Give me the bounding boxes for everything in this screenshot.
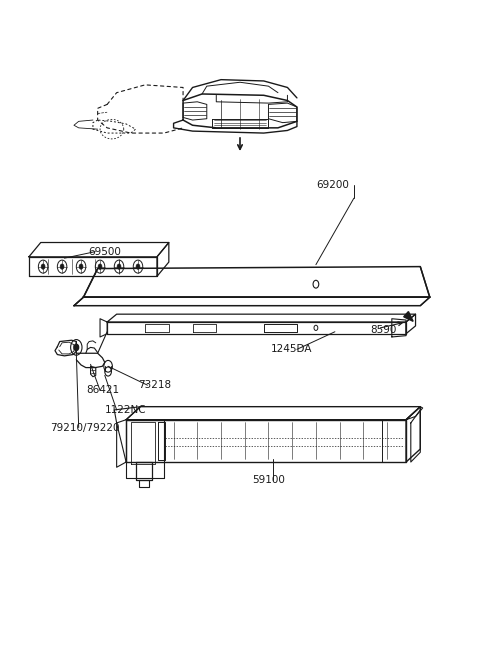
- Circle shape: [41, 264, 45, 269]
- Circle shape: [136, 264, 140, 269]
- Text: 69500: 69500: [88, 246, 121, 257]
- Circle shape: [74, 344, 79, 351]
- Polygon shape: [404, 311, 413, 321]
- Text: 69200: 69200: [316, 180, 349, 190]
- Text: 59100: 59100: [252, 474, 285, 485]
- Circle shape: [117, 264, 121, 269]
- Text: 73218: 73218: [138, 380, 171, 390]
- Circle shape: [79, 264, 83, 269]
- Text: 8590: 8590: [371, 325, 397, 335]
- Circle shape: [98, 264, 102, 269]
- Text: 86421: 86421: [86, 386, 119, 396]
- Text: 1122NC: 1122NC: [105, 405, 146, 415]
- Text: 79210/79220: 79210/79220: [50, 422, 120, 432]
- Text: 1245DA: 1245DA: [271, 344, 312, 354]
- Circle shape: [60, 264, 64, 269]
